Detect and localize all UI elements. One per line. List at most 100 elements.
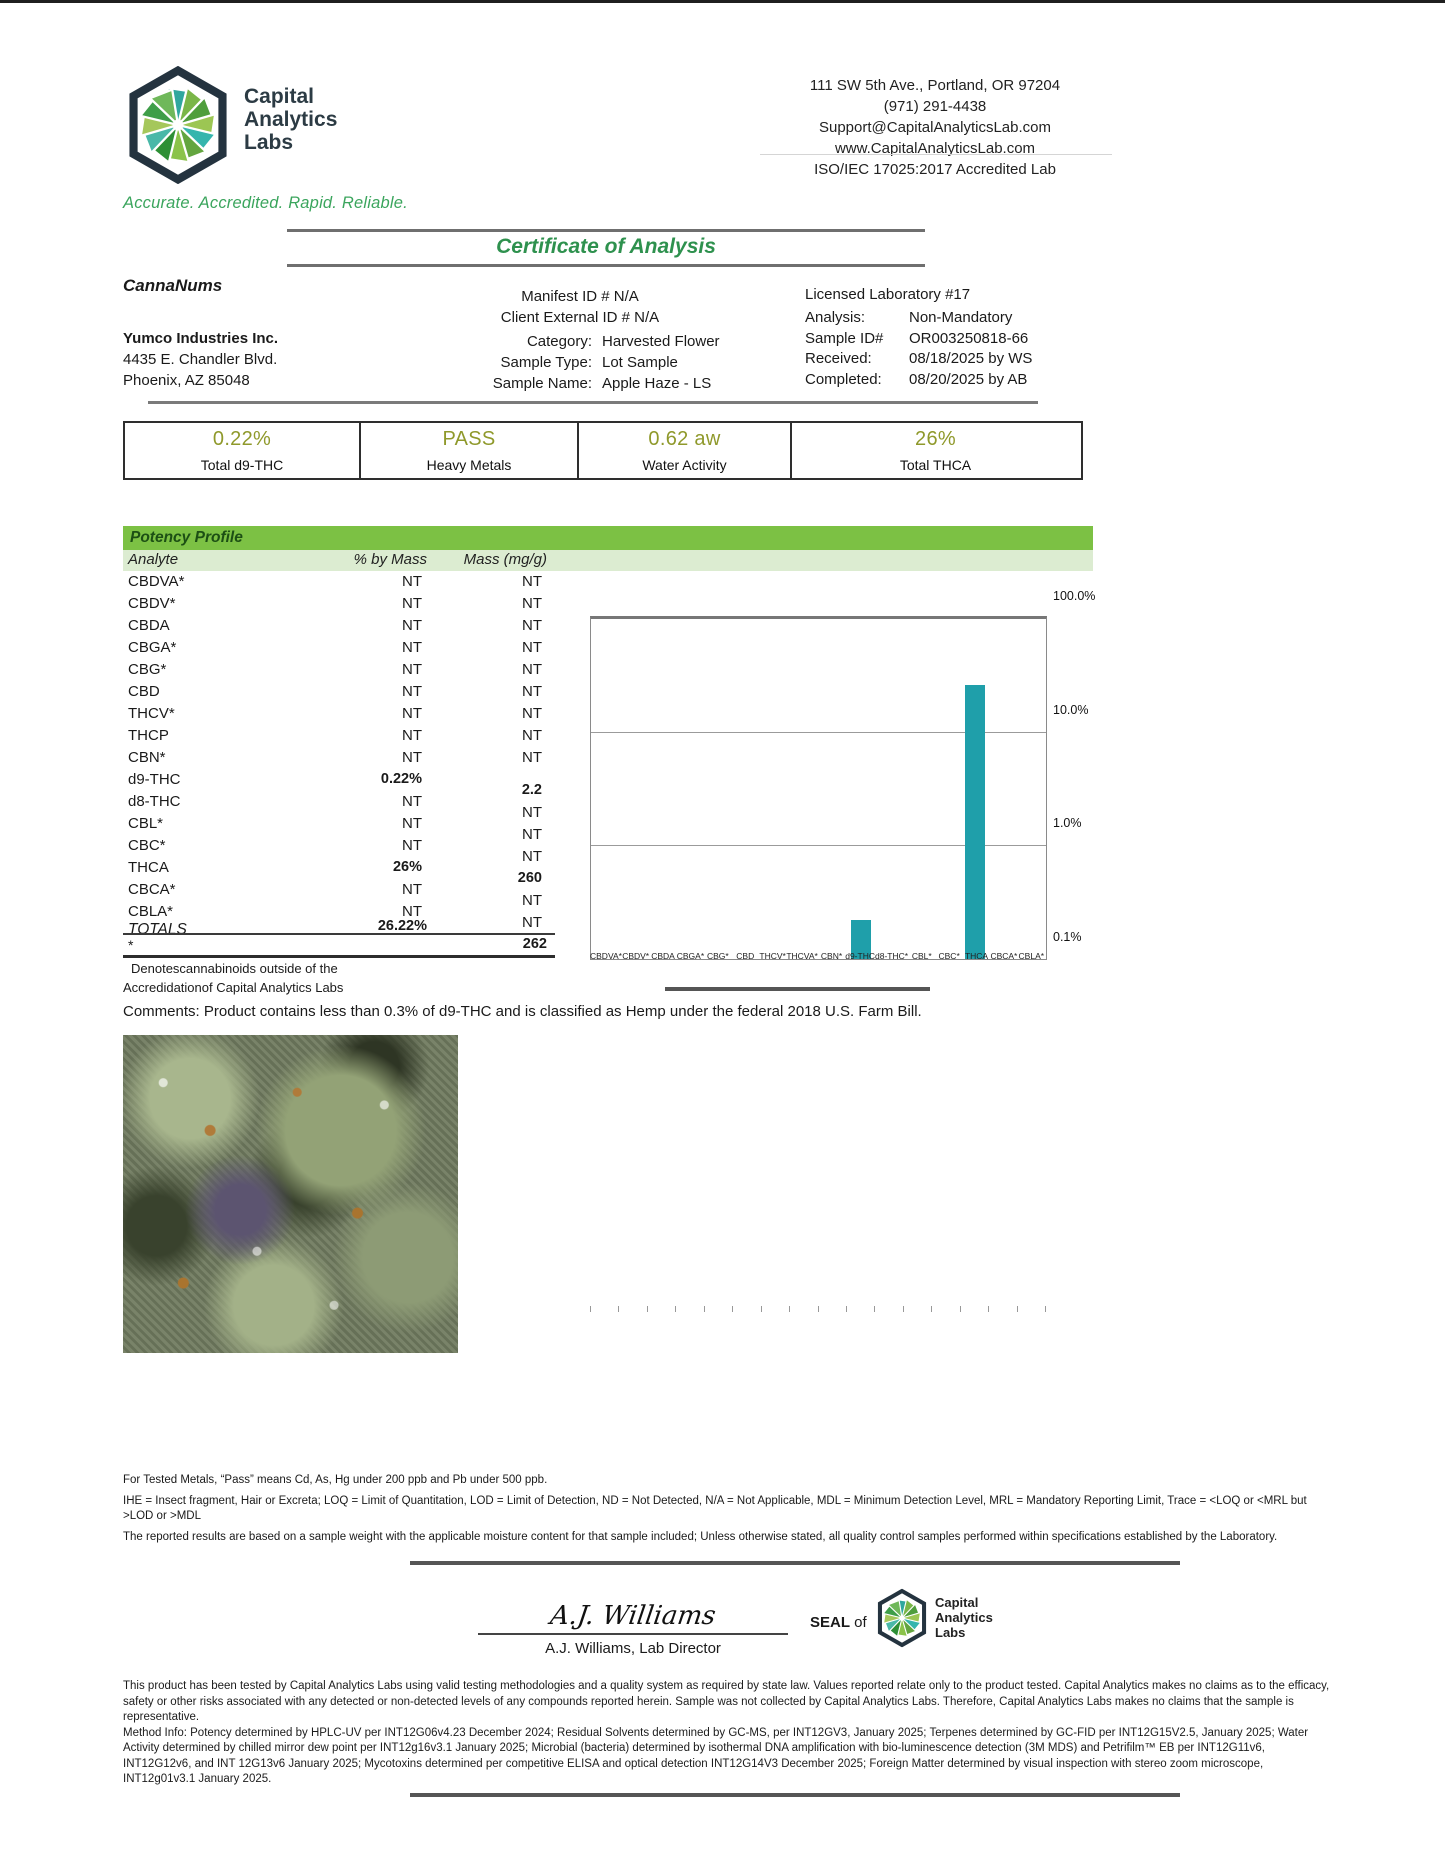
mass-value: NT — [522, 661, 542, 678]
notes-divider — [410, 1561, 1180, 1565]
signature-script: A.J. Williams — [548, 1601, 718, 1631]
potency-section-title: Potency Profile — [130, 529, 243, 546]
manifest-id: Manifest ID # N/A — [521, 288, 639, 305]
mass-value: NT — [522, 826, 542, 843]
x-axis-label: THCV* — [759, 951, 786, 961]
axis-tick — [675, 1306, 677, 1312]
pct-value: NT — [402, 639, 422, 656]
chart-plot — [590, 616, 1047, 960]
gridline-1pct — [591, 845, 1046, 846]
mass-value: 260 — [517, 870, 542, 886]
method-info-text: Method Info: Potency determined by HPLC-… — [123, 1726, 1309, 1786]
x-axis-label: THCVA* — [786, 951, 818, 961]
seal-of-text: SEAL of — [810, 1614, 867, 1631]
x-axis-label: CBDVA* — [590, 951, 622, 961]
x-axis-label: CBL* — [911, 951, 932, 961]
analyte-name: d8-THC — [128, 793, 181, 810]
address-line: 111 SW 5th Ave., Portland, OR 97204 — [809, 77, 1061, 94]
field-label: Received: — [805, 350, 872, 367]
field-value: Non-Mandatory — [909, 309, 1013, 326]
axis-tick — [988, 1306, 990, 1312]
mass-value: NT — [522, 848, 542, 865]
client-address-1: 4435 E. Chandler Blvd. — [123, 351, 278, 368]
title-rule-bottom — [287, 264, 925, 267]
axis-tick — [874, 1306, 876, 1312]
field-label: Sample Type: — [500, 354, 592, 371]
pct-value: 0.22% — [380, 771, 422, 787]
pct-value: NT — [402, 661, 422, 678]
totals-label: TOTALS — [128, 921, 187, 938]
mass-value: NT — [522, 705, 542, 722]
pct-value: NT — [402, 881, 422, 898]
seal-rest: of — [850, 1614, 867, 1631]
analyte-name: CBN* — [128, 749, 166, 766]
logo-wordmark: Capital Analytics Labs — [244, 85, 337, 154]
column-header-pct: % by Mass — [353, 551, 427, 568]
analyte-name: CBD — [128, 683, 160, 700]
y-tick-100: 100.0% — [1053, 589, 1096, 603]
totals-rule — [123, 933, 555, 935]
analyte-name: CBDA — [128, 617, 170, 634]
summary-cell: PASS Heavy Metals — [359, 423, 577, 478]
table-row: d9-THC 0.22% 2.2 — [123, 769, 547, 798]
accreditation-text: ISO/IEC 17025:2017 Accredited Lab — [814, 161, 1056, 178]
pct-value: NT — [402, 903, 422, 920]
analyte-name: THCP — [128, 727, 169, 744]
logo-word-3: Labs — [244, 131, 294, 154]
axis-tick — [959, 1306, 961, 1312]
axis-tick — [845, 1306, 847, 1312]
axis-tick — [789, 1306, 791, 1312]
mass-value: NT — [522, 595, 542, 612]
chart-bar — [964, 685, 985, 959]
y-tick-1: 1.0% — [1053, 816, 1082, 830]
column-header-mass: Mass (mg/g) — [463, 551, 547, 568]
table-row: CBDV* NT NT — [123, 593, 547, 615]
axis-tick — [902, 1306, 904, 1312]
summary-cell: 0.62 aw Water Activity — [577, 423, 790, 478]
x-axis-label: CBN* — [820, 951, 843, 961]
analyte-name: CBC* — [128, 837, 166, 854]
lab-tagline: Accurate. Accredited. Rapid. Reliable. — [123, 194, 408, 212]
summary-label: Water Activity — [642, 457, 727, 473]
totals-pct: 26.22% — [377, 918, 427, 934]
x-axis-label: CBDA — [651, 951, 675, 961]
analyte-name: d9-THC — [128, 771, 181, 788]
seal-wordmark: Capital Analytics Labs — [935, 1595, 993, 1640]
field-label: Analysis: — [805, 309, 866, 326]
lab-rows: Analysis: Non-Mandatory Sample ID# OR003250… — [805, 308, 1185, 390]
y-tick-01: 0.1% — [1053, 930, 1082, 944]
potency-column-headers: Analyte % by Mass Mass (mg/g) — [123, 550, 1093, 571]
axis-tick — [618, 1306, 620, 1312]
summary-cell: 26% Total THCA — [790, 423, 1079, 478]
manifest-rows: Category: Harvested Flower Sample Type: Lot… — [400, 331, 760, 394]
field-value: OR003250818-66 — [909, 329, 1029, 347]
field-label: Category: — [526, 333, 592, 350]
mass-value: NT — [522, 804, 542, 821]
table-row: THCV* NT NT — [123, 703, 547, 725]
seal-bold: SEAL — [810, 1614, 851, 1631]
table-row: CBGA* NT NT — [123, 637, 547, 659]
logo-word-1: Capital — [244, 85, 315, 108]
mass-value: NT — [522, 914, 542, 931]
table-row: THCA 26% 260 — [123, 857, 547, 886]
mass-value: NT — [522, 749, 542, 766]
legal-block: This product has been tested by Capital … — [123, 1679, 1333, 1788]
pct-value: NT — [402, 705, 422, 722]
pct-value: NT — [402, 815, 422, 832]
axis-tick — [817, 1306, 819, 1312]
pct-value: NT — [402, 793, 422, 810]
axis-tick — [590, 1306, 591, 1312]
table-row: CBDVA* NT NT — [123, 571, 547, 593]
capital-analytics-logo-icon — [123, 66, 233, 184]
summary-cell: 0.22% Total d9-THC — [125, 423, 359, 478]
note-line: IHE = Insect fragment, Hair or Excreta; … — [123, 1494, 1307, 1523]
footnote-line-2: Accredidationof Capital Analytics Labs — [123, 980, 344, 995]
axis-tick — [732, 1306, 734, 1312]
field-value: Apple Haze - LS — [602, 375, 712, 392]
gridline-10pct — [591, 732, 1046, 733]
summary-label: Total d9-THC — [200, 457, 284, 473]
chart-divider — [665, 987, 930, 991]
seal-word-1: Capital — [935, 1595, 979, 1610]
summary-value: 0.22% — [212, 428, 272, 450]
client-address-2: Phoenix, AZ 85048 — [123, 372, 250, 389]
